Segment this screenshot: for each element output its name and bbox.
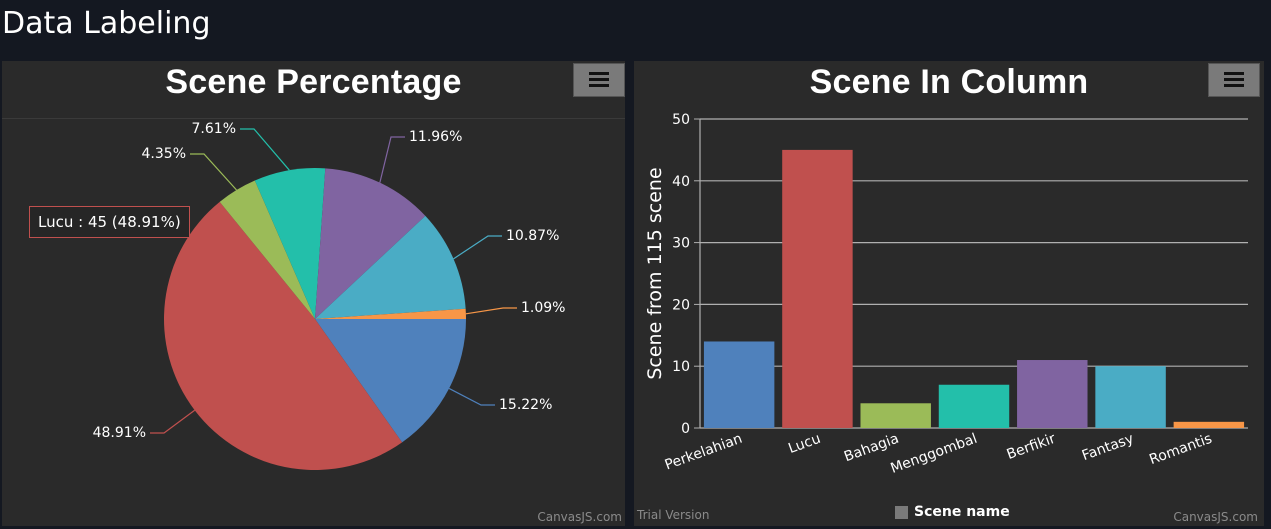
pie-slice-perkelahian[interactable] bbox=[315, 319, 467, 443]
bar-menu-button[interactable] bbox=[1208, 63, 1260, 97]
bar-chart-plot: 0 10 20 30 40 50 Scene from 115 scene Perkelahi… bbox=[644, 112, 1248, 477]
legend-label: Scene name bbox=[914, 504, 1010, 520]
x-tick-label: Fantasy bbox=[1080, 431, 1136, 464]
y-tick-label: 0 bbox=[681, 421, 690, 437]
y-tick-label: 20 bbox=[672, 297, 690, 313]
bar-canvasjs-credit[interactable]: CanvasJS.com bbox=[1173, 510, 1258, 524]
bar-fantasy[interactable] bbox=[1095, 366, 1166, 428]
pie-menu-button[interactable] bbox=[573, 63, 625, 97]
y-tick-label: 50 bbox=[672, 112, 690, 128]
pie-label-connector bbox=[190, 153, 237, 191]
y-tick-label: 30 bbox=[672, 236, 690, 252]
pie-title-divider bbox=[2, 118, 625, 119]
bar-berfikir[interactable] bbox=[1017, 360, 1088, 428]
bar-chart-panel: Scene In Column 0 10 20 30 40 50 Scene from 11… bbox=[634, 61, 1264, 526]
pie-chart-panel: Scene Percentage 15.22% 48.91% 4.35% 7.61% 1… bbox=[2, 61, 625, 526]
pie-slice-fantasy[interactable] bbox=[315, 215, 466, 319]
pie-data-label: 15.22% bbox=[499, 397, 552, 413]
pie-tooltip: Lucu : 45 (48.91%) bbox=[29, 206, 190, 238]
pie-label-connector bbox=[150, 409, 196, 434]
pie-label-connector bbox=[240, 128, 290, 171]
pie-label-connector bbox=[465, 307, 517, 315]
legend-swatch bbox=[895, 505, 908, 519]
pie-label-connector bbox=[448, 387, 495, 406]
x-tick-label: Menggombal bbox=[888, 431, 979, 477]
bar-menggombal[interactable] bbox=[938, 384, 1010, 428]
pie-slice-menggombal[interactable] bbox=[254, 168, 326, 319]
page-title: Data Labeling bbox=[2, 6, 211, 41]
pie-chart-title: Scene Percentage bbox=[165, 63, 462, 101]
pie-canvasjs-credit[interactable]: CanvasJS.com bbox=[537, 510, 622, 524]
bar-legend[interactable]: Scene name bbox=[895, 504, 1010, 520]
pie-chart-plot: 15.22% 48.91% 4.35% 7.61% 11.96% 10.87% 1.09% bbox=[93, 121, 565, 471]
bar-lucu[interactable] bbox=[782, 149, 853, 428]
pie-slice-lucu[interactable] bbox=[163, 201, 403, 471]
pie-data-label: 1.09% bbox=[521, 300, 565, 316]
pie-data-label: 4.35% bbox=[142, 146, 186, 162]
pie-label-connector bbox=[453, 235, 502, 260]
bar-chart-title: Scene In Column bbox=[809, 63, 1089, 101]
pie-data-label: 11.96% bbox=[409, 129, 462, 145]
pie-label-connector bbox=[379, 136, 405, 183]
hamburger-menu-icon bbox=[589, 72, 609, 88]
y-tick-label: 10 bbox=[672, 359, 690, 375]
x-tick-label: Romantis bbox=[1147, 431, 1214, 468]
bar-bahagia[interactable] bbox=[860, 403, 931, 428]
x-tick-label: Berfikir bbox=[1005, 431, 1058, 463]
bar-romantis[interactable] bbox=[1173, 421, 1245, 428]
trial-version-credit: Trial Version bbox=[637, 508, 710, 522]
pie-data-label: 7.61% bbox=[192, 121, 236, 137]
y-axis-title: Scene from 115 scene bbox=[644, 167, 666, 379]
pie-data-label: 48.91% bbox=[93, 425, 146, 441]
x-tick-label: Lucu bbox=[786, 431, 822, 457]
pie-slice-berfikir[interactable] bbox=[315, 168, 426, 319]
pie-slice-bahagia[interactable] bbox=[219, 180, 315, 319]
pie-data-label: 10.87% bbox=[506, 228, 559, 244]
pie-slice-romantis[interactable] bbox=[315, 308, 466, 319]
hamburger-menu-icon bbox=[1224, 72, 1244, 88]
bar-perkelahian[interactable] bbox=[703, 341, 775, 428]
x-tick-label: Perkelahian bbox=[663, 431, 745, 474]
y-tick-label: 40 bbox=[672, 174, 690, 190]
